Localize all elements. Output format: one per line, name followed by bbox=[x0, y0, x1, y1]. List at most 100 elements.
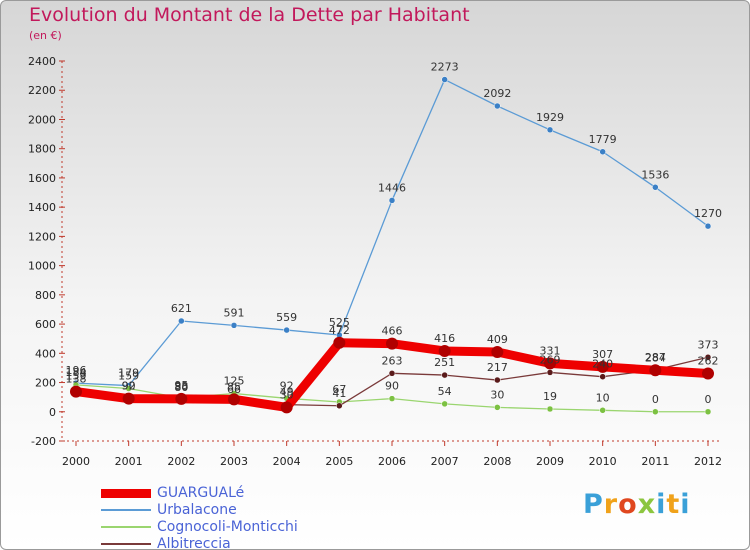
data-label-albitreccia: 92 bbox=[122, 379, 136, 392]
data-point-urbalacone bbox=[283, 326, 290, 334]
data-point-urbalacone bbox=[599, 148, 606, 156]
data-label-albitreccia: 80 bbox=[174, 381, 188, 394]
data-label-cognocoli-monticchi: 90 bbox=[385, 380, 399, 393]
x-tick-label: 2001 bbox=[115, 455, 143, 468]
data-point-urbalacone bbox=[178, 317, 185, 325]
y-tick-label: 1600 bbox=[28, 172, 56, 185]
data-label-cognocoli-monticchi: 67 bbox=[332, 383, 346, 396]
data-point-urbalacone bbox=[388, 197, 396, 204]
chart-subtitle: (en €) bbox=[29, 29, 62, 42]
data-point-guargual- bbox=[649, 364, 662, 377]
legend-swatch bbox=[101, 526, 151, 528]
data-point-urbalacone bbox=[704, 222, 712, 230]
data-point-cognocoli-monticchi bbox=[599, 407, 606, 414]
data-label-urbalacone: 179 bbox=[118, 367, 139, 380]
data-point-guargual- bbox=[175, 392, 188, 405]
y-tick-label: 1800 bbox=[28, 143, 56, 156]
x-tick-label: 2010 bbox=[589, 455, 617, 468]
y-tick-label: 2400 bbox=[28, 55, 56, 68]
data-label-cognocoli-monticchi: 30 bbox=[490, 388, 504, 401]
brand-letter: i bbox=[680, 489, 691, 520]
data-point-urbalacone bbox=[652, 184, 659, 191]
data-label-albitreccia: 41 bbox=[332, 387, 346, 400]
data-point-urbalacone bbox=[230, 322, 238, 329]
data-point-albitreccia bbox=[388, 370, 396, 377]
data-point-cognocoli-monticchi bbox=[494, 404, 501, 411]
x-tick-label: 2005 bbox=[325, 455, 353, 468]
y-tick-label: 200 bbox=[35, 377, 56, 390]
data-label-guargual-: 466 bbox=[382, 325, 403, 338]
x-tick-label: 2011 bbox=[641, 455, 669, 468]
chart-title: Evolution du Montant de la Dette par Hab… bbox=[29, 4, 470, 26]
data-label-cognocoli-monticchi: 0 bbox=[705, 393, 712, 406]
legend-label: Urbalacone bbox=[157, 502, 237, 518]
data-point-cognocoli-monticchi bbox=[441, 400, 448, 408]
brand-letter: r bbox=[603, 489, 619, 520]
x-tick-label: 2009 bbox=[536, 455, 564, 468]
data-point-cognocoli-monticchi bbox=[546, 405, 554, 413]
data-label-guargual-: 331 bbox=[540, 344, 561, 357]
data-label-urbalacone: 1929 bbox=[536, 111, 564, 124]
data-label-guargual-: 409 bbox=[487, 333, 508, 346]
x-tick-label: 2006 bbox=[378, 455, 406, 468]
data-label-guargual-: 30 bbox=[280, 388, 294, 401]
data-label-urbalacone: 1446 bbox=[378, 181, 406, 194]
data-label-cognocoli-monticchi: 92 bbox=[280, 379, 294, 392]
data-label-urbalacone: 1270 bbox=[694, 207, 722, 220]
legend-swatch bbox=[101, 509, 151, 511]
x-tick-label: 2004 bbox=[273, 455, 301, 468]
data-label-guargual-: 416 bbox=[434, 332, 455, 345]
data-label-guargual-: 284 bbox=[645, 351, 666, 364]
data-point-cognocoli-monticchi bbox=[125, 385, 132, 392]
chart-axes: -200020040060080010001200140016001800200… bbox=[28, 55, 722, 468]
data-point-albitreccia bbox=[336, 402, 343, 410]
data-label-cognocoli-monticchi: 10 bbox=[596, 391, 610, 404]
data-label-albitreccia: 373 bbox=[698, 338, 719, 351]
y-tick-label: 1200 bbox=[28, 230, 56, 243]
data-label-guargual-: 262 bbox=[698, 354, 719, 367]
data-point-guargual- bbox=[438, 344, 451, 357]
data-label-guargual-: 307 bbox=[592, 348, 613, 361]
y-tick-label: 800 bbox=[35, 289, 56, 302]
data-label-albitreccia: 159 bbox=[66, 370, 87, 383]
data-label-albitreccia: 66 bbox=[227, 383, 241, 396]
legend-label: Cognocoli-Monticchi bbox=[157, 519, 298, 535]
x-tick-label: 2007 bbox=[431, 455, 459, 468]
data-label-guargual-: 472 bbox=[329, 324, 350, 337]
data-point-urbalacone bbox=[441, 76, 448, 83]
data-point-guargual- bbox=[122, 392, 135, 405]
y-tick-label: 600 bbox=[35, 318, 56, 331]
brand-logo: Proxiti bbox=[583, 489, 691, 520]
y-tick-label: -200 bbox=[31, 435, 56, 448]
legend-swatch bbox=[101, 489, 151, 498]
data-label-albitreccia: 49 bbox=[280, 386, 294, 399]
x-tick-label: 2012 bbox=[694, 455, 722, 468]
data-point-guargual- bbox=[280, 401, 293, 414]
brand-letter: P bbox=[583, 489, 604, 520]
brand-letter: t bbox=[666, 489, 681, 520]
brand-letter: o bbox=[618, 489, 638, 520]
data-label-urbalacone: 2092 bbox=[483, 87, 511, 100]
data-point-albitreccia bbox=[599, 373, 606, 380]
chart-series bbox=[70, 76, 714, 416]
data-label-cognocoli-monticchi: 184 bbox=[66, 366, 87, 379]
data-point-guargual- bbox=[386, 337, 398, 350]
data-label-urbalacone: 591 bbox=[224, 306, 245, 319]
data-point-albitreccia bbox=[494, 376, 501, 384]
legend-label: GUARGUALé bbox=[157, 485, 245, 501]
data-point-guargual- bbox=[491, 345, 504, 358]
brand-letter: i bbox=[656, 489, 667, 520]
y-tick-label: 1400 bbox=[28, 201, 56, 214]
data-point-guargual- bbox=[702, 367, 714, 380]
data-label-albitreccia: 263 bbox=[382, 354, 403, 367]
x-tick-label: 2000 bbox=[62, 455, 90, 468]
data-point-albitreccia bbox=[704, 354, 712, 361]
x-tick-label: 2003 bbox=[220, 455, 248, 468]
y-tick-label: 2000 bbox=[28, 113, 56, 126]
data-label-guargual-: 90 bbox=[122, 380, 136, 393]
data-label-cognocoli-monticchi: 54 bbox=[438, 385, 452, 398]
y-tick-label: 2200 bbox=[28, 84, 56, 97]
y-tick-label: 1000 bbox=[28, 260, 56, 273]
